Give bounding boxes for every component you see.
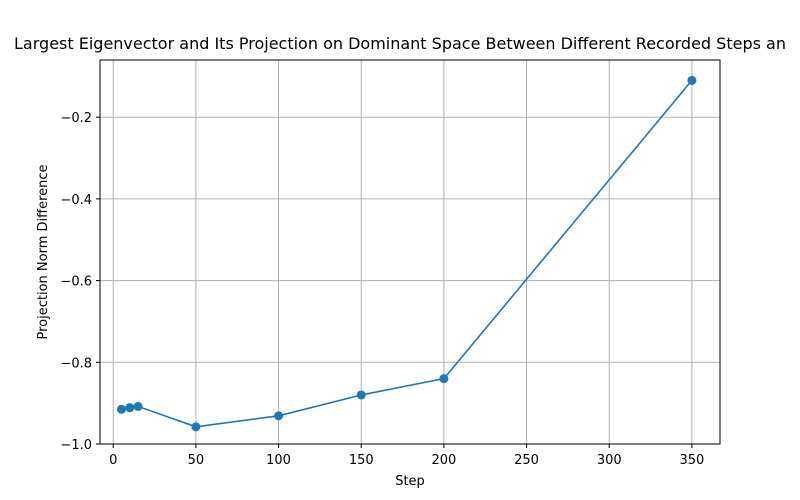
data-point [356,390,366,400]
chart-title: Largest Eigenvector and Its Projection o… [14,34,786,53]
data-point [274,411,284,421]
series-layer [116,75,697,432]
series-line [121,79,693,428]
data-point [116,404,126,414]
y-axis-label: Projection Norm Difference [36,164,51,339]
x-tick-label: 200 [431,453,456,468]
y-tick-label: −0.8 [60,356,92,371]
y-tick-label: −0.2 [60,111,92,126]
x-tick-label: 150 [349,453,374,468]
data-point [125,403,135,413]
x-tick-label: 250 [514,453,539,468]
y-tick-label: −0.6 [60,275,92,290]
x-tick-label: 50 [188,453,205,468]
grid [100,60,720,445]
x-tick-label: 100 [266,453,291,468]
x-axis: 0 50 100 150 200 250 300 350 [109,444,704,468]
data-point [191,422,201,432]
y-tick-label: −0.4 [60,193,92,208]
data-point [133,401,143,411]
data-point [687,75,697,85]
x-tick-label: 0 [109,453,117,468]
data-point [439,374,449,384]
x-axis-label: Step [395,474,425,489]
y-tick-label: −1.0 [60,438,92,453]
x-tick-label: 350 [679,453,704,468]
x-tick-label: 300 [597,453,622,468]
y-axis: −1.0 −0.8 −0.6 −0.4 −0.2 [60,111,100,453]
plot-frame [99,59,721,445]
